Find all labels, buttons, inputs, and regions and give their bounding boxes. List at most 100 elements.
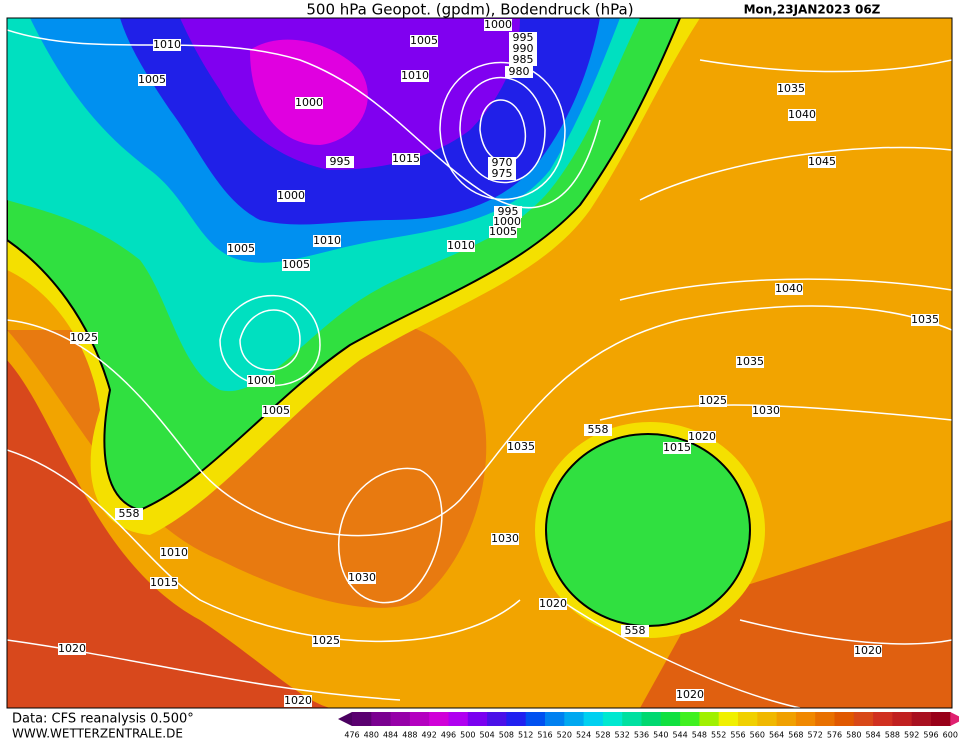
isobar-label: 1015 bbox=[392, 152, 420, 165]
colorbar-label: 528 bbox=[595, 731, 610, 740]
colorbar-label: 572 bbox=[808, 731, 823, 740]
isobar-label: 558 bbox=[119, 507, 140, 520]
colorbar-label: 496 bbox=[441, 731, 456, 740]
isobar-label-bg bbox=[313, 235, 341, 247]
isobar-label: 1000 bbox=[493, 215, 521, 228]
isobar-label-bg bbox=[494, 206, 522, 218]
isobar-label-bg bbox=[150, 577, 178, 589]
isobar-label-bg bbox=[277, 190, 305, 202]
isobar-label: 1025 bbox=[70, 331, 98, 344]
isobar-label: 1000 bbox=[277, 189, 305, 202]
colorbar-swatch bbox=[545, 712, 565, 726]
isobar-label: 1035 bbox=[777, 82, 805, 95]
isobar-label: 1035 bbox=[911, 313, 939, 326]
isobar-label-bg bbox=[410, 35, 438, 47]
colorbar-swatch bbox=[371, 712, 392, 726]
colorbar-label: 548 bbox=[692, 731, 707, 740]
colorbar-swatch bbox=[911, 712, 932, 726]
colorbar-label: 540 bbox=[653, 731, 668, 740]
isobar-label: 1005 bbox=[489, 225, 517, 238]
website: WWW.WETTERZENTRALE.DE bbox=[12, 727, 183, 741]
isobar-label-bg bbox=[775, 283, 803, 295]
colorbar-swatch bbox=[873, 712, 893, 726]
isobar-label-bg bbox=[284, 695, 312, 707]
isobar-label: 1015 bbox=[663, 441, 691, 454]
isobar-label: 1030 bbox=[752, 404, 780, 417]
isobar-label: 1010 bbox=[401, 69, 429, 82]
colorbar-swatch bbox=[352, 712, 372, 726]
isobar-label-bg bbox=[282, 259, 310, 271]
isobar-label-bg bbox=[699, 395, 727, 407]
map-date: Mon,23JAN2023 06Z bbox=[744, 3, 881, 17]
isobar-label: 995 bbox=[330, 155, 351, 168]
isobar-labels: 1010100510009951000100510101005100510101… bbox=[58, 18, 939, 707]
colorbar-swatch bbox=[660, 712, 681, 726]
isobar-label-bg bbox=[392, 153, 420, 165]
isobar-label: 995 bbox=[498, 205, 519, 218]
isobar-label-bg bbox=[70, 332, 98, 344]
colorbar-swatch bbox=[467, 712, 488, 726]
colorbar-swatch bbox=[853, 712, 874, 726]
isobar-label: 1000 bbox=[484, 18, 512, 31]
colorbar-swatch bbox=[525, 712, 546, 726]
isobar-label-bg bbox=[312, 635, 340, 647]
colorbar-label: 544 bbox=[672, 731, 687, 740]
isobar-label: 1005 bbox=[262, 404, 290, 417]
isobar-label-bg bbox=[911, 314, 939, 326]
colorbar-swatch bbox=[757, 712, 778, 726]
isobar-label-bg bbox=[505, 66, 533, 78]
isobar-label-bg bbox=[621, 625, 649, 637]
isobar-label: 975 bbox=[492, 167, 513, 180]
map-area bbox=[7, 18, 952, 708]
isobar-label: 558 bbox=[625, 624, 646, 637]
isobar-label: 1030 bbox=[348, 571, 376, 584]
isobar-label-bg bbox=[447, 240, 475, 252]
isobar-label: 980 bbox=[509, 65, 530, 78]
isobar-label-bg bbox=[509, 54, 537, 66]
isobar-label: 970 bbox=[492, 156, 513, 169]
colorbar-arrow-right bbox=[950, 712, 959, 726]
colorbar-swatch bbox=[641, 712, 662, 726]
colorbar-swatch bbox=[429, 712, 449, 726]
colorbar-label: 512 bbox=[518, 731, 533, 740]
isobar-label: 1020 bbox=[58, 642, 86, 655]
colorbar-swatch bbox=[487, 712, 507, 726]
colorbar-swatch bbox=[506, 712, 527, 726]
isobar-label-bg bbox=[676, 689, 704, 701]
isobar-label: 1010 bbox=[160, 546, 188, 559]
isobar-label: 1045 bbox=[808, 155, 836, 168]
colorbar-arrow-left bbox=[338, 712, 352, 726]
colorbar-label: 500 bbox=[460, 731, 475, 740]
isobar-label-bg bbox=[788, 109, 816, 121]
field-red-west bbox=[7, 360, 330, 708]
colorbar-label: 552 bbox=[711, 731, 726, 740]
colorbar-swatch bbox=[409, 712, 430, 726]
colorbar-label: 584 bbox=[865, 731, 880, 740]
isobar-label: 1000 bbox=[247, 374, 275, 387]
isobar-label: 995 bbox=[513, 31, 534, 44]
isobar-label: 1025 bbox=[699, 394, 727, 407]
isobar-label: 1025 bbox=[312, 634, 340, 647]
isobar-label: 1005 bbox=[282, 258, 310, 271]
isobar-label: 1040 bbox=[788, 108, 816, 121]
colorbar-label: 596 bbox=[923, 731, 938, 740]
colorbar-label: 480 bbox=[364, 731, 379, 740]
isobar-label-bg bbox=[509, 32, 537, 44]
isobar-label: 1000 bbox=[295, 96, 323, 109]
colorbar-swatch bbox=[390, 712, 411, 726]
colorbar-swatch bbox=[834, 712, 855, 726]
isobar-label: 1005 bbox=[138, 73, 166, 86]
isobar-label-bg bbox=[58, 643, 86, 655]
colorbar-label: 504 bbox=[479, 731, 494, 740]
colorbar-label: 568 bbox=[788, 731, 803, 740]
isobar-label-bg bbox=[484, 19, 512, 31]
colorbar-label: 600 bbox=[943, 731, 958, 740]
isobar-label: 1010 bbox=[447, 239, 475, 252]
isobar-label-bg bbox=[539, 598, 567, 610]
colorbar-label: 532 bbox=[615, 731, 630, 740]
isobar-label-bg bbox=[736, 356, 764, 368]
isobar-label: 1005 bbox=[410, 34, 438, 47]
colorbar-swatch bbox=[564, 712, 585, 726]
colorbar-swatch bbox=[583, 712, 604, 726]
